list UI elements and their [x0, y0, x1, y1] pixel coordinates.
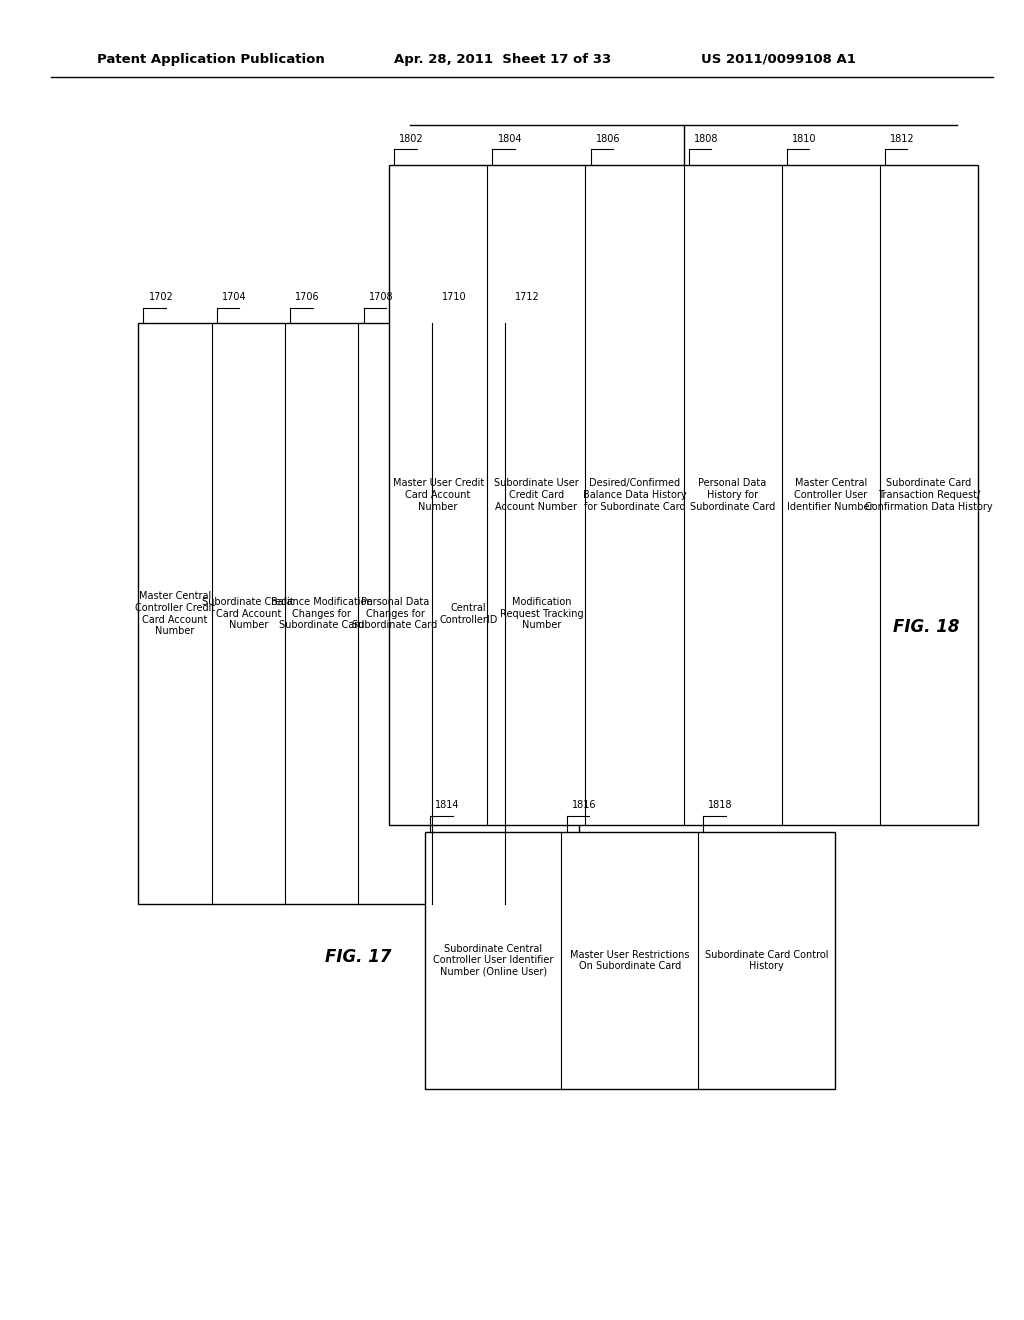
- Text: 1712: 1712: [515, 292, 541, 302]
- Text: 1816: 1816: [571, 800, 596, 810]
- Text: 1814: 1814: [435, 800, 460, 810]
- Text: 1702: 1702: [148, 292, 173, 302]
- Text: Subordinate Card Control
History: Subordinate Card Control History: [705, 949, 828, 972]
- Text: FIG. 18: FIG. 18: [894, 618, 959, 636]
- Text: 1810: 1810: [792, 133, 816, 144]
- Text: Modification
Request Tracking
Number: Modification Request Tracking Number: [500, 597, 584, 631]
- Text: 1804: 1804: [498, 133, 522, 144]
- Text: 1710: 1710: [442, 292, 467, 302]
- Text: Master Central
Controller User
Identifier Number: Master Central Controller User Identifie…: [787, 478, 873, 512]
- Text: Desired/Confirmed
Balance Data History
for Subordinate Card: Desired/Confirmed Balance Data History f…: [583, 478, 686, 512]
- Text: 1706: 1706: [295, 292, 319, 302]
- Text: Subordinate User
Credit Card
Account Number: Subordinate User Credit Card Account Num…: [494, 478, 579, 512]
- Text: Master Central
Controller Credit
Card Account
Number: Master Central Controller Credit Card Ac…: [135, 591, 215, 636]
- Text: Balance Modification
Changes for
Subordinate Card: Balance Modification Changes for Subordi…: [270, 597, 373, 631]
- Bar: [425, 832, 835, 1089]
- Text: 1808: 1808: [694, 133, 718, 144]
- Text: Subordinate Central
Controller User Identifier
Number (Online User): Subordinate Central Controller User Iden…: [433, 944, 553, 977]
- Bar: [389, 165, 978, 825]
- Text: 1704: 1704: [222, 292, 247, 302]
- Text: Personal Data
Changes for
Subordinate Card: Personal Data Changes for Subordinate Ca…: [352, 597, 437, 631]
- Text: 1818: 1818: [709, 800, 733, 810]
- Text: FIG. 17: FIG. 17: [326, 948, 391, 966]
- Text: Personal Data
History for
Subordinate Card: Personal Data History for Subordinate Ca…: [690, 478, 775, 512]
- Text: Patent Application Publication: Patent Application Publication: [97, 53, 325, 66]
- Text: Central
ControllerID: Central ControllerID: [439, 603, 498, 624]
- Text: Master User Restrictions
On Subordinate Card: Master User Restrictions On Subordinate …: [570, 949, 689, 972]
- Text: Master User Credit
Card Account
Number: Master User Credit Card Account Number: [392, 478, 483, 512]
- Text: Subordinate Credit
Card Account
Number: Subordinate Credit Card Account Number: [203, 597, 294, 631]
- Text: US 2011/0099108 A1: US 2011/0099108 A1: [701, 53, 856, 66]
- Text: 1802: 1802: [399, 133, 424, 144]
- Text: Apr. 28, 2011  Sheet 17 of 33: Apr. 28, 2011 Sheet 17 of 33: [394, 53, 611, 66]
- Text: 1812: 1812: [890, 133, 914, 144]
- Text: Subordinate Card
Transaction Request/
Confirmation Data History: Subordinate Card Transaction Request/ Co…: [865, 478, 992, 512]
- Text: 1806: 1806: [596, 133, 621, 144]
- Text: 1708: 1708: [369, 292, 393, 302]
- Bar: [138, 323, 579, 904]
